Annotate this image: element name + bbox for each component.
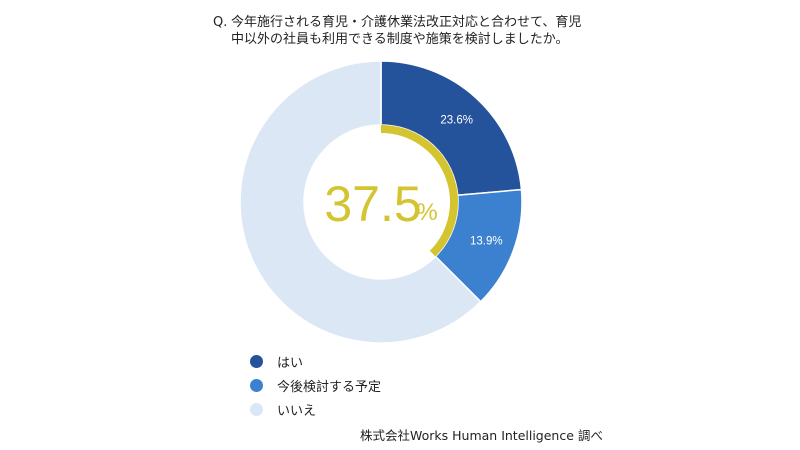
- source-note: 株式会社Works Human Intelligence 調べ: [360, 428, 603, 443]
- donut-chart: 23.6% 13.9% 37.5%: [239, 60, 523, 344]
- slice-label-yes: 23.6%: [440, 114, 473, 126]
- legend-label-no: いいえ: [277, 403, 317, 419]
- chart-legend: はい 今後検討する予定 いいえ: [250, 349, 381, 421]
- chart-question: Q. 今年施行される育児・介護休業法改正対応と合わせて、育児 中以外の社員も利用で…: [213, 14, 613, 48]
- donut-slice-no: [239, 60, 482, 344]
- legend-item-yes: はい: [250, 349, 381, 373]
- legend-swatch-no: [250, 402, 263, 416]
- question-line-2: 中以外の社員も利用できる制度や施策を検討しましたか。: [231, 32, 569, 47]
- legend-item-planned: 今後検討する予定: [250, 373, 381, 397]
- combined-percent-ring: [380, 125, 458, 257]
- legend-swatch-yes: [250, 354, 263, 368]
- legend-label-planned: 今後検討する予定: [277, 379, 382, 395]
- question-line-1: 今年施行される育児・介護休業法改正対応と合わせて、育児: [231, 15, 582, 30]
- legend-swatch-planned: [250, 378, 263, 392]
- center-value: 37.5: [324, 176, 421, 232]
- legend-item-no: いいえ: [250, 397, 381, 421]
- center-unit: %: [416, 199, 437, 226]
- legend-label-yes: はい: [277, 355, 304, 371]
- slice-label-planned: 13.9%: [470, 235, 503, 247]
- question-prefix: Q.: [213, 15, 228, 30]
